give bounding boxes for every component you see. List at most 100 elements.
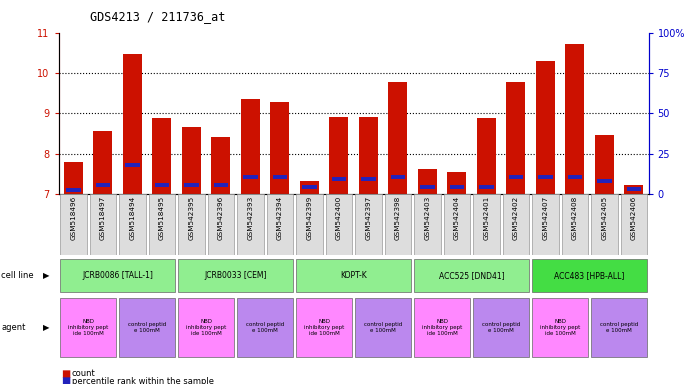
FancyBboxPatch shape [326,194,352,255]
Text: ■: ■ [61,376,70,384]
Text: control peptid
e 100mM: control peptid e 100mM [600,322,638,333]
FancyBboxPatch shape [60,194,87,255]
Text: ACC525 [DND41]: ACC525 [DND41] [439,271,504,280]
Text: agent: agent [1,323,26,332]
Bar [123,54,142,194]
Bar [420,185,435,189]
Text: GSM518494: GSM518494 [130,196,135,240]
Bar [243,175,257,179]
Bar [447,172,466,194]
FancyBboxPatch shape [296,259,411,292]
FancyBboxPatch shape [90,194,116,255]
Bar [479,185,493,189]
Bar [568,175,582,179]
Bar [565,43,584,194]
Text: GSM542393: GSM542393 [248,196,253,240]
Text: GSM542404: GSM542404 [454,196,460,240]
Text: GSM542399: GSM542399 [306,196,313,240]
FancyBboxPatch shape [414,194,441,255]
Bar [96,183,110,187]
Bar [93,131,112,194]
Bar [125,163,139,167]
Bar [538,175,553,179]
Bar [181,127,201,194]
Text: ■: ■ [61,369,70,379]
FancyBboxPatch shape [148,194,175,255]
FancyBboxPatch shape [414,259,529,292]
Text: GSM542396: GSM542396 [218,196,224,240]
Bar [211,137,230,194]
Text: cell line: cell line [1,271,34,280]
FancyBboxPatch shape [532,259,647,292]
Bar [270,103,290,194]
Bar [329,118,348,194]
Bar [624,185,644,194]
FancyBboxPatch shape [355,298,411,356]
Text: GSM542405: GSM542405 [602,196,607,240]
Text: GSM542398: GSM542398 [395,196,401,240]
Bar [214,183,228,187]
FancyBboxPatch shape [266,194,293,255]
Text: NBD
inhibitory pept
ide 100mM: NBD inhibitory pept ide 100mM [186,319,226,336]
Bar [332,177,346,181]
FancyBboxPatch shape [591,194,618,255]
Text: ACC483 [HPB-ALL]: ACC483 [HPB-ALL] [555,271,624,280]
Bar [299,181,319,194]
FancyBboxPatch shape [60,298,117,356]
FancyBboxPatch shape [473,298,529,356]
Bar [184,183,199,187]
FancyBboxPatch shape [119,194,146,255]
FancyBboxPatch shape [60,259,175,292]
Text: count: count [72,369,95,378]
Bar [450,185,464,189]
Text: GSM542395: GSM542395 [188,196,195,240]
Bar [152,118,172,194]
FancyBboxPatch shape [119,298,175,356]
Bar [66,188,81,192]
FancyBboxPatch shape [502,194,529,255]
Text: JCRB0033 [CEM]: JCRB0033 [CEM] [204,271,267,280]
Bar [595,136,614,194]
FancyBboxPatch shape [296,298,353,356]
Bar [506,82,526,194]
Text: KOPT-K: KOPT-K [340,271,367,280]
Text: GSM542397: GSM542397 [366,196,371,240]
Bar [627,187,641,191]
FancyBboxPatch shape [532,194,559,255]
Text: GSM518496: GSM518496 [70,196,77,240]
Bar [241,99,260,194]
Bar [417,169,437,194]
FancyBboxPatch shape [208,194,234,255]
FancyBboxPatch shape [620,194,647,255]
Text: ▶: ▶ [43,323,49,332]
Text: control peptid
e 100mM: control peptid e 100mM [482,322,520,333]
FancyBboxPatch shape [444,194,470,255]
Bar [509,175,523,179]
Bar [388,82,408,194]
Text: GSM542394: GSM542394 [277,196,283,240]
FancyBboxPatch shape [178,298,235,356]
Bar [155,183,169,187]
Bar [597,179,611,183]
Bar [391,175,405,179]
FancyBboxPatch shape [296,194,323,255]
FancyBboxPatch shape [473,194,500,255]
Bar [63,162,83,194]
Bar [359,116,378,194]
FancyBboxPatch shape [532,298,589,356]
Text: GSM542403: GSM542403 [424,196,431,240]
Text: ▶: ▶ [43,271,49,280]
FancyBboxPatch shape [562,194,588,255]
FancyBboxPatch shape [178,194,205,255]
Bar [535,61,555,194]
Text: GSM542400: GSM542400 [336,196,342,240]
FancyBboxPatch shape [237,298,293,356]
Text: control peptid
e 100mM: control peptid e 100mM [246,322,284,333]
Bar [302,185,317,189]
FancyBboxPatch shape [355,194,382,255]
Text: NBD
inhibitory pept
ide 100mM: NBD inhibitory pept ide 100mM [304,319,344,336]
Text: control peptid
e 100mM: control peptid e 100mM [364,322,402,333]
FancyBboxPatch shape [178,259,293,292]
FancyBboxPatch shape [237,194,264,255]
Text: GSM542406: GSM542406 [631,196,637,240]
